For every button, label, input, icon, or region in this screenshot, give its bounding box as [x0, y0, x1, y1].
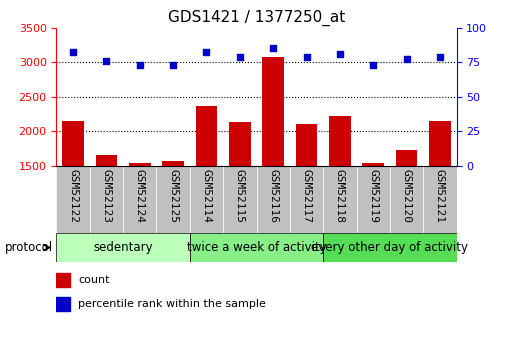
Text: protocol: protocol — [5, 241, 53, 254]
Point — [102, 58, 110, 63]
Bar — [129, 163, 151, 269]
Bar — [56, 297, 70, 311]
Text: GSM52115: GSM52115 — [235, 169, 245, 223]
Bar — [429, 121, 451, 269]
Point — [269, 46, 277, 51]
Point — [169, 62, 177, 68]
Bar — [56, 273, 70, 287]
Text: GSM52119: GSM52119 — [368, 169, 378, 223]
Text: GSM52120: GSM52120 — [402, 169, 411, 223]
Text: twice a week of activity: twice a week of activity — [187, 241, 326, 254]
Text: GSM52114: GSM52114 — [202, 169, 211, 223]
Bar — [295, 124, 318, 269]
Title: GDS1421 / 1377250_at: GDS1421 / 1377250_at — [168, 10, 345, 26]
Bar — [95, 155, 117, 269]
Bar — [362, 163, 384, 269]
Point — [436, 54, 444, 59]
Bar — [256, 166, 290, 233]
Bar — [357, 166, 390, 233]
Bar — [62, 121, 84, 269]
Text: sedentary: sedentary — [93, 241, 153, 254]
Text: percentile rank within the sample: percentile rank within the sample — [78, 299, 266, 309]
Bar — [90, 166, 123, 233]
Bar — [423, 166, 457, 233]
Bar — [190, 233, 323, 262]
Bar — [262, 57, 284, 269]
Bar — [56, 233, 190, 262]
Text: GSM52121: GSM52121 — [435, 169, 445, 223]
Bar — [323, 166, 357, 233]
Bar — [56, 166, 90, 233]
Point — [402, 57, 410, 62]
Bar — [156, 166, 190, 233]
Bar — [329, 116, 351, 269]
Text: GSM52124: GSM52124 — [135, 169, 145, 223]
Bar — [123, 166, 156, 233]
Point — [302, 54, 310, 59]
Text: GSM52125: GSM52125 — [168, 169, 178, 223]
Bar — [290, 166, 323, 233]
Point — [135, 62, 144, 68]
Bar — [190, 166, 223, 233]
Bar — [323, 233, 457, 262]
Text: every other day of activity: every other day of activity — [311, 241, 468, 254]
Bar — [390, 166, 423, 233]
Text: count: count — [78, 275, 110, 285]
Text: GSM52117: GSM52117 — [302, 169, 311, 223]
Text: GSM52116: GSM52116 — [268, 169, 278, 223]
Bar — [223, 166, 256, 233]
Bar — [195, 106, 218, 269]
Bar — [162, 161, 184, 269]
Text: GSM52123: GSM52123 — [102, 169, 111, 223]
Bar — [396, 150, 418, 269]
Point — [235, 54, 244, 59]
Point — [69, 50, 77, 55]
Point — [202, 50, 210, 55]
Point — [369, 62, 377, 68]
Text: GSM52122: GSM52122 — [68, 169, 78, 223]
Point — [336, 51, 344, 57]
Text: GSM52118: GSM52118 — [335, 169, 345, 223]
Bar — [229, 122, 251, 269]
